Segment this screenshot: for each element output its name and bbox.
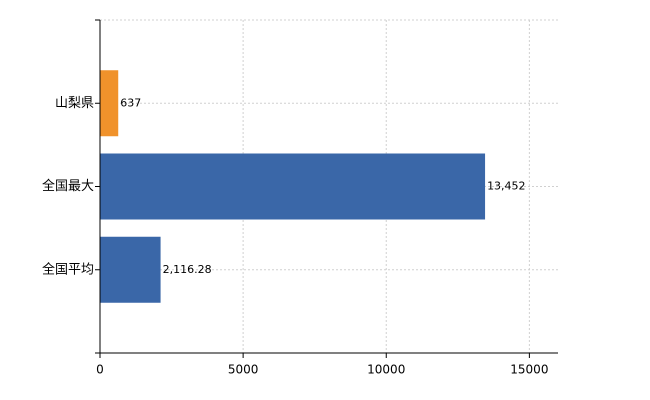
value-label: 637 xyxy=(120,96,141,109)
y-tick-label: 山梨県 xyxy=(55,96,94,111)
x-tick-label: 10000 xyxy=(367,363,405,377)
bar xyxy=(100,153,486,220)
x-tick-label: 0 xyxy=(96,363,104,377)
value-label: 2,116.28 xyxy=(163,263,212,276)
y-tick-label: 全国最大 xyxy=(42,178,94,194)
x-tick-label: 5000 xyxy=(228,363,259,377)
value-label: 13,452 xyxy=(487,180,525,193)
bar xyxy=(100,236,161,303)
bar xyxy=(100,70,119,137)
x-tick-label: 15000 xyxy=(510,363,548,377)
y-tick-label: 全国平均 xyxy=(42,261,94,277)
